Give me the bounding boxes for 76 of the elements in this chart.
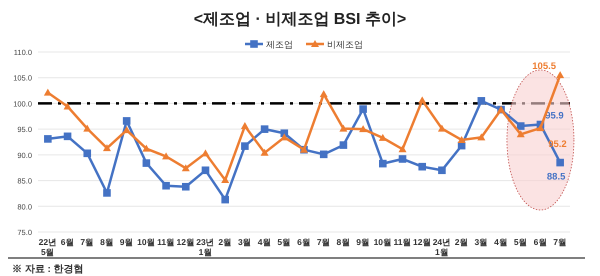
point (556, 71, 564, 78)
point (438, 166, 446, 174)
point (379, 160, 387, 168)
x-tick-label: 3월 (238, 237, 252, 247)
x-tick-label: 6월 (60, 237, 74, 247)
x-tick-label: 7월 (553, 237, 568, 247)
point (398, 145, 407, 152)
point (102, 144, 111, 152)
data-label: 88.5 (546, 172, 566, 183)
point (83, 150, 92, 158)
point (260, 148, 269, 156)
point (182, 164, 190, 172)
x-tick-label: 2월 (454, 237, 468, 247)
point (398, 155, 406, 163)
point (516, 130, 525, 138)
point (260, 125, 268, 133)
x-tick-label: 11월 (394, 237, 412, 247)
x-tick-label: 8월 (100, 237, 114, 247)
point (418, 96, 426, 104)
x-tick-label: 12월 (412, 237, 432, 247)
point (241, 142, 249, 150)
x-tick-label: 9월 (356, 237, 370, 247)
point (320, 90, 328, 98)
data-label: 105.5 (532, 61, 557, 72)
point (122, 126, 131, 134)
point (162, 182, 170, 190)
point (221, 176, 230, 184)
point (142, 144, 150, 152)
x-tick-label: 7월 (316, 237, 331, 247)
x-tick-label: 10월 (374, 237, 392, 247)
x-tick-label: 9월 (120, 237, 134, 247)
legend-label: 비제조업 (327, 40, 363, 50)
point (359, 125, 368, 132)
x-tick-label: 24년 1월 (432, 237, 452, 257)
text: ※ 자료 : 한경협 (12, 264, 84, 275)
x-tick-label: 12월 (176, 237, 196, 247)
x-tick-label: 5월 (277, 237, 292, 247)
point (83, 124, 92, 132)
x-tick-label: 6월 (534, 237, 548, 247)
point (202, 166, 210, 174)
point (458, 136, 466, 143)
point (64, 132, 72, 140)
point (320, 150, 328, 158)
point (478, 97, 486, 105)
chart-title: <제조업 · 비제조업 BSI 추이> (194, 11, 406, 28)
x-tick-label: 2월 (218, 237, 232, 247)
point (556, 158, 564, 166)
point (340, 141, 348, 149)
point (477, 133, 486, 140)
x-tick-label: 22년 5월 (38, 237, 58, 257)
point (142, 159, 150, 167)
point (418, 162, 426, 170)
x-tick-label: 11월 (157, 237, 176, 247)
x-tick-label: 5월 (514, 237, 528, 247)
point (378, 134, 387, 141)
point (359, 105, 367, 113)
point (221, 196, 229, 204)
x-tick-label: 23년 1월 (196, 237, 215, 257)
x-tick-label: 8월 (336, 237, 350, 247)
legend-label: 제조업 (266, 40, 293, 50)
point (536, 124, 544, 132)
point (64, 102, 72, 110)
point (240, 122, 249, 130)
x-tick-label: 3월 (474, 237, 488, 247)
x-tick-label: 6월 (297, 237, 311, 247)
point (438, 124, 446, 132)
x-tick-label: 7월 (80, 237, 94, 247)
point (122, 117, 130, 125)
point (182, 182, 190, 191)
point (339, 124, 348, 132)
point (516, 122, 525, 130)
x-tick-label: 4월 (494, 237, 508, 247)
x-tick-label: 4월 (258, 237, 272, 247)
point (103, 189, 111, 197)
point (44, 135, 52, 143)
x-tick-label: 10월 (137, 237, 156, 247)
